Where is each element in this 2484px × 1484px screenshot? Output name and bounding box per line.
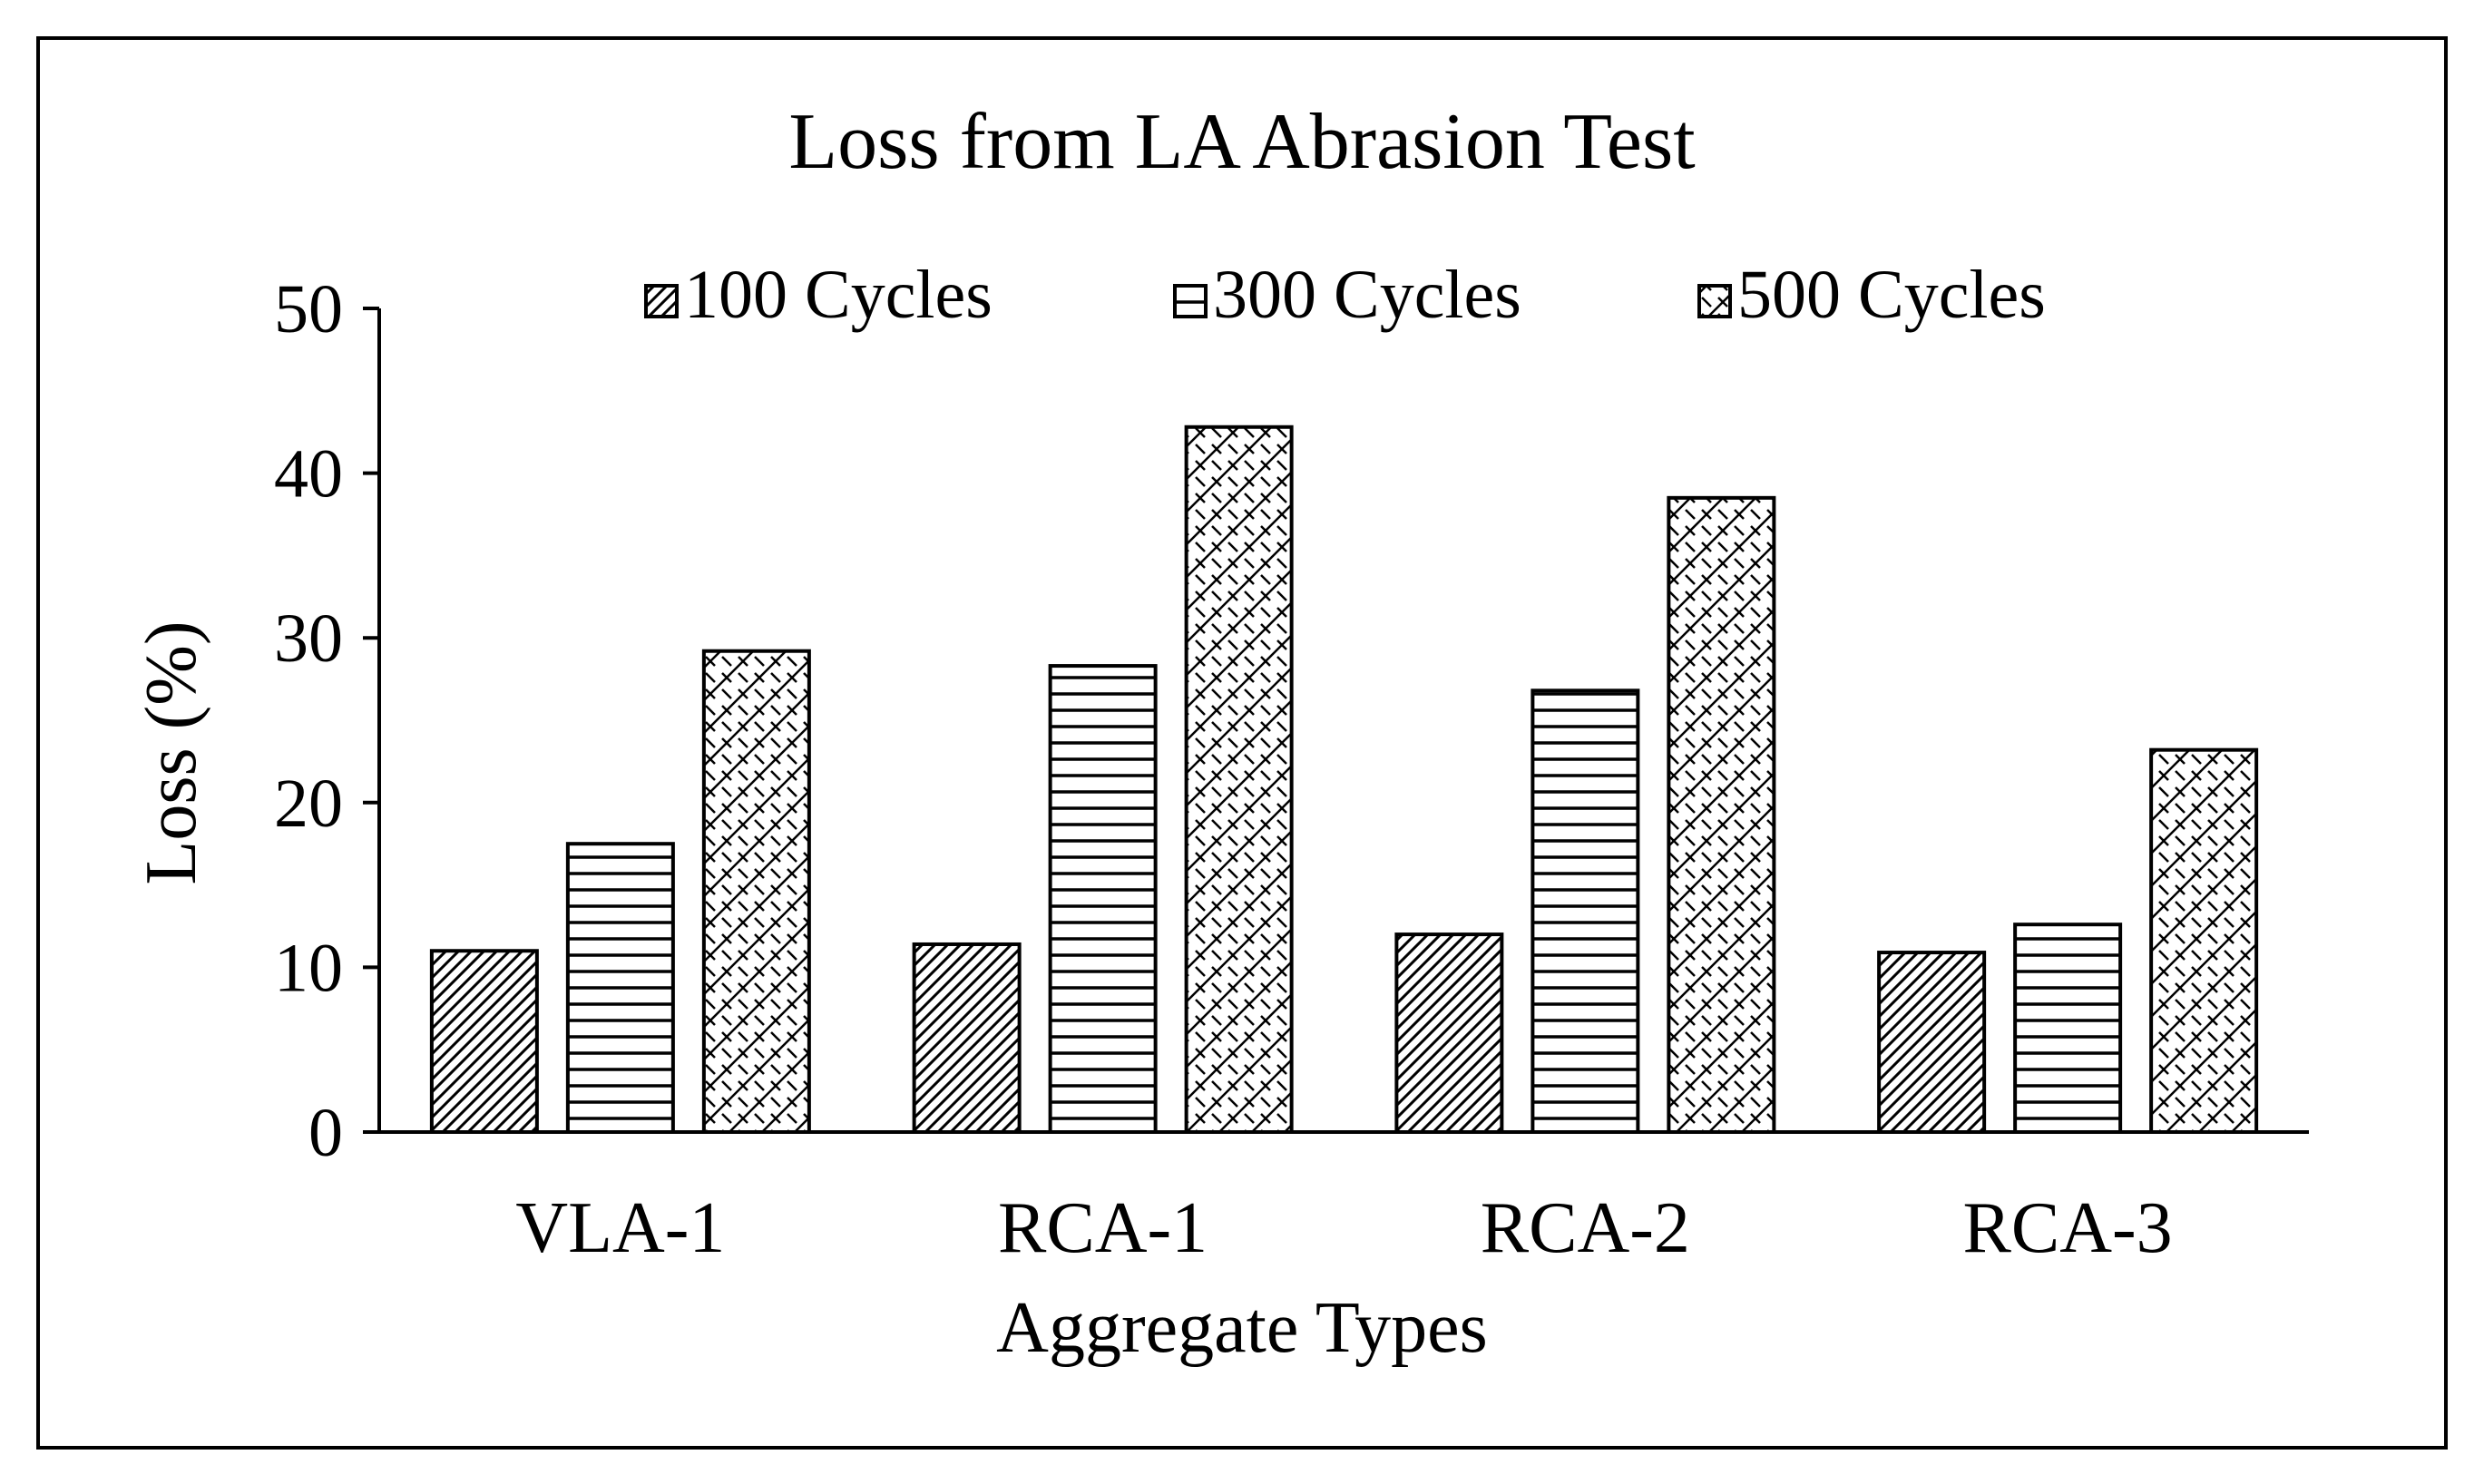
- legend-swatch: [1173, 284, 1208, 318]
- legend-label: 500 Cycles: [1737, 257, 2046, 333]
- legend: 100 Cycles 300 Cycles 500 Cycles: [644, 257, 2046, 333]
- bar-rca-2-100: [1394, 932, 1504, 1134]
- x-tick-label: RCA-1: [998, 1188, 1208, 1268]
- legend-swatch: [1697, 284, 1732, 318]
- y-tick-label: 0: [308, 1095, 343, 1171]
- y-tick-label: 20: [274, 766, 343, 842]
- bar-vla-1-500: [701, 649, 811, 1134]
- bar-rca-2-300: [1530, 688, 1640, 1134]
- y-tick-label: 50: [274, 271, 343, 347]
- legend-label: 300 Cycles: [1213, 257, 1521, 333]
- x-tick-label: RCA-3: [1963, 1188, 2173, 1268]
- x-tick-label: VLA-1: [515, 1188, 725, 1268]
- bars: [429, 425, 2259, 1135]
- chart-title: Loss from LA Abrasion Test: [788, 98, 1695, 186]
- x-axis: VLA-1 RCA-1 RCA-2 RCA-3: [379, 1130, 2309, 1268]
- y-axis: 0 10 20 30 40 50: [274, 271, 381, 1171]
- bar-rca-1-100: [912, 942, 1022, 1134]
- y-axis-title: Loss (%): [132, 620, 211, 884]
- bar-vla-1-100: [429, 949, 539, 1134]
- bar-rca-1-500: [1184, 425, 1294, 1134]
- y-tick-label: 10: [274, 930, 343, 1006]
- y-tick-label: 40: [274, 436, 343, 513]
- bar-rca-3-300: [2013, 923, 2123, 1135]
- y-tick-label: 30: [274, 600, 343, 677]
- x-tick-label: RCA-2: [1481, 1188, 1690, 1268]
- bar-rca-2-500: [1667, 495, 1776, 1134]
- bar-rca-1-300: [1048, 664, 1158, 1134]
- x-axis-title: Aggregate Types: [996, 1288, 1488, 1368]
- legend-label: 100 Cycles: [684, 257, 993, 333]
- bar-vla-1-300: [565, 842, 675, 1134]
- bar-rca-3-100: [1877, 951, 1987, 1135]
- bar-rca-3-500: [2149, 747, 2259, 1134]
- legend-swatch: [644, 284, 679, 318]
